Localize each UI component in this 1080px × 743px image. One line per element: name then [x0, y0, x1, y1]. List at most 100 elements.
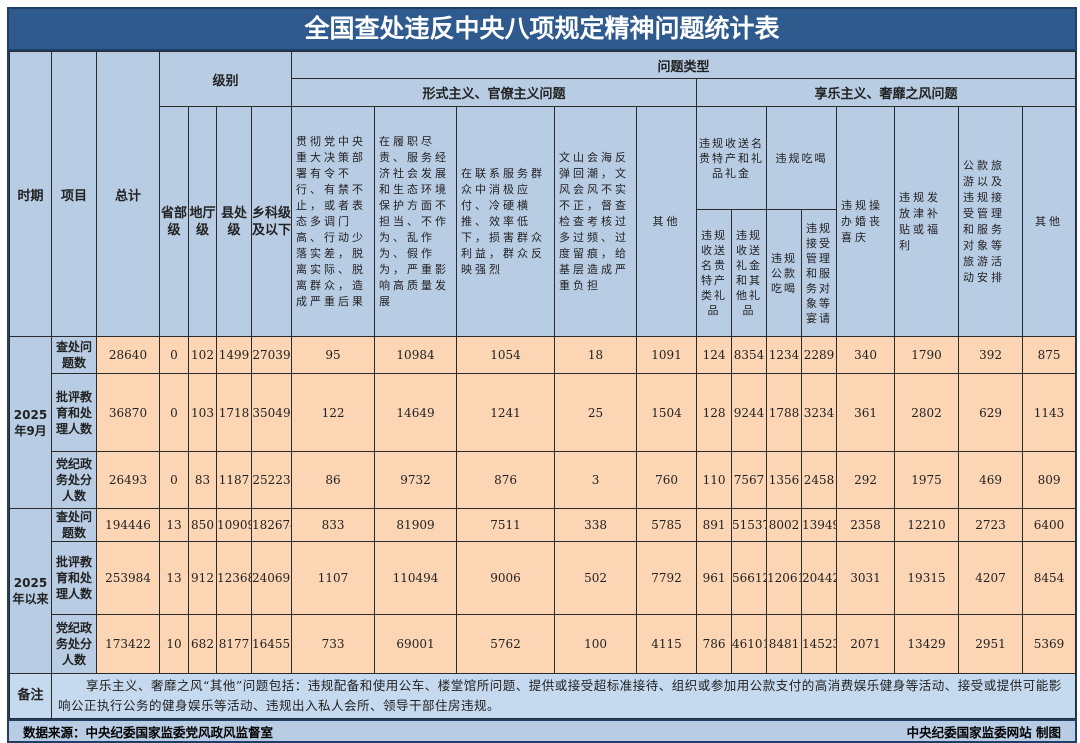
- table-cell: 1790: [894, 336, 960, 374]
- table-row: 党纪政务处分人数17342210682817716455373369001576…: [10, 614, 1077, 674]
- table-cell: 9006: [456, 541, 556, 615]
- table-cell: 5762: [456, 614, 556, 674]
- table-cell: 1504: [636, 373, 698, 452]
- table-cell: 809: [1022, 451, 1077, 509]
- table-cell: 4115: [636, 614, 698, 674]
- table-cell: 2723: [958, 508, 1024, 542]
- header-formalism-col-4: 其他: [636, 106, 698, 337]
- table-cell: 833: [291, 508, 376, 542]
- header-dining: 违规吃喝: [766, 106, 838, 210]
- stats-table: 时期 项目 总计 级别 问题类型 形式主义、官僚主义问题 享乐主义、奢靡之风问题…: [9, 51, 1077, 719]
- header-hedonism-col-1: 违规发放津补贴或福利: [894, 106, 960, 337]
- header-formalism-col-3: 文山会海反弹回潮，文风会风不实不正，督查检查考核过多过频、过度留痕，给基层造成严…: [554, 106, 638, 337]
- table-cell: 1356: [766, 451, 803, 509]
- table-cell: 629: [958, 373, 1024, 452]
- table-cell: 891: [696, 508, 733, 542]
- table-cell: 4207: [958, 541, 1024, 615]
- table-cell: 1499: [216, 336, 252, 374]
- page-title: 全国查处违反中央八项规定精神问题统计表: [9, 9, 1075, 51]
- row-item-label: 查处问题数: [51, 336, 97, 374]
- table-cell: 25: [554, 373, 638, 452]
- header-problem-type: 问题类型: [291, 51, 1077, 79]
- header-level-1: 地厅级: [188, 106, 217, 337]
- note-label: 备注: [9, 673, 52, 719]
- table-cell: 20442: [801, 541, 838, 615]
- header-level-3: 乡科级及以下: [250, 106, 293, 337]
- table-cell: 786: [696, 614, 733, 674]
- table-cell: 9732: [374, 451, 458, 509]
- table-cell: 850: [188, 508, 217, 542]
- table-cell: 7567: [731, 451, 768, 509]
- header-formalism: 形式主义、官僚主义问题: [291, 78, 698, 107]
- table-cell: 81909: [374, 508, 458, 542]
- table-cell: 12061: [766, 541, 803, 615]
- table-cell: 733: [291, 614, 376, 674]
- table-cell: 7792: [636, 541, 698, 615]
- table-cell: 13: [159, 508, 189, 542]
- table-cell: 1091: [636, 336, 698, 374]
- row-item-label: 查处问题数: [51, 508, 97, 542]
- data-source: 数据来源：中央纪委国家监委党风政风监督室: [23, 724, 274, 740]
- table-cell: 13429: [894, 614, 960, 674]
- table-cell: 2802: [894, 373, 960, 452]
- table-cell: 2458: [801, 451, 838, 509]
- row-item-label: 批评教育和处理人数: [51, 541, 97, 615]
- table-cell: 28640: [96, 336, 160, 374]
- table-cell: 875: [1022, 336, 1077, 374]
- table-cell: 14649: [374, 373, 458, 452]
- table-cell: 361: [836, 373, 896, 452]
- header-gifts-sub-0: 违规收送名贵特产类礼品: [696, 209, 733, 337]
- table-cell: 1107: [291, 541, 376, 615]
- table-cell: 51537: [731, 508, 768, 542]
- table-cell: 122: [291, 373, 376, 452]
- header-gifts: 违规收送名贵特产和礼品礼金: [696, 106, 768, 210]
- table-cell: 338: [554, 508, 638, 542]
- table-cell: 8002: [766, 508, 803, 542]
- table-cell: 8454: [1022, 541, 1077, 615]
- table-cell: 5785: [636, 508, 698, 542]
- table-cell: 100: [554, 614, 638, 674]
- header-formalism-col-0: 贯彻党中央重大决策部署有令不行、有禁不止，或者表态多调门高、行动少落实差，脱离实…: [291, 106, 376, 337]
- table-row: 批评教育和处理人数 36870 0 103 1718 35049 122 14649 1241 2…: [10, 373, 1077, 452]
- table-cell: 102: [188, 336, 217, 374]
- table-cell: 56612: [731, 541, 768, 615]
- table-cell: 340: [836, 336, 896, 374]
- table-cell: 2358: [836, 508, 896, 542]
- table-cell: 1187: [216, 451, 252, 509]
- table-cell: 2071: [836, 614, 896, 674]
- table-cell: 83: [188, 451, 217, 509]
- table-cell: 1054: [456, 336, 556, 374]
- table-cell: 292: [836, 451, 896, 509]
- header-hedonism-col-0: 违规操办婚丧喜庆: [836, 106, 896, 337]
- table-cell: 0: [159, 336, 189, 374]
- table-cell: 3234: [801, 373, 838, 452]
- table-cell: 1234: [766, 336, 803, 374]
- table-cell: 3031: [836, 541, 896, 615]
- table-cell: 961: [696, 541, 733, 615]
- table-cell: 46101: [731, 614, 768, 674]
- header-hedonism-col-2: 公款旅游以及违规接受管理和服务对象等旅游活动安排: [958, 106, 1024, 337]
- table-cell: 12210: [894, 508, 960, 542]
- table-cell: 0: [159, 451, 189, 509]
- table-cell: 13949: [801, 508, 838, 542]
- table-cell: 1975: [894, 451, 960, 509]
- table-cell: 6400: [1022, 508, 1077, 542]
- table-cell: 110: [696, 451, 733, 509]
- table-cell: 12368: [216, 541, 252, 615]
- table-row: 2025年以来查处问题数1944461385010909182674833819…: [9, 508, 1077, 674]
- table-cell: 1143: [1022, 373, 1077, 452]
- header-formalism-col-2: 在联系服务群众中消极应付、冷硬横推、效率低下，损害群众利益，群众反映强烈: [456, 106, 556, 337]
- table-cell: 1788: [766, 373, 803, 452]
- header-gifts-sub-1: 违规收送礼金和其他礼品: [731, 209, 768, 337]
- header-period: 时期: [9, 51, 52, 337]
- table-cell: 18: [554, 336, 638, 374]
- table-cell: 3: [554, 451, 638, 509]
- table-cell: 392: [958, 336, 1024, 374]
- table-cell: 194446: [96, 508, 160, 542]
- table-row: 2025年9月 查处问题数 28640 0 102 1499 27039 95 10984 105…: [9, 336, 1077, 509]
- table-row: 批评教育和处理人数2539841391212368240691110711049…: [10, 541, 1077, 615]
- table-cell: 253984: [96, 541, 160, 615]
- header-level: 级别: [158, 51, 293, 107]
- table-cell: 95: [291, 336, 376, 374]
- table-cell: 9244: [731, 373, 768, 452]
